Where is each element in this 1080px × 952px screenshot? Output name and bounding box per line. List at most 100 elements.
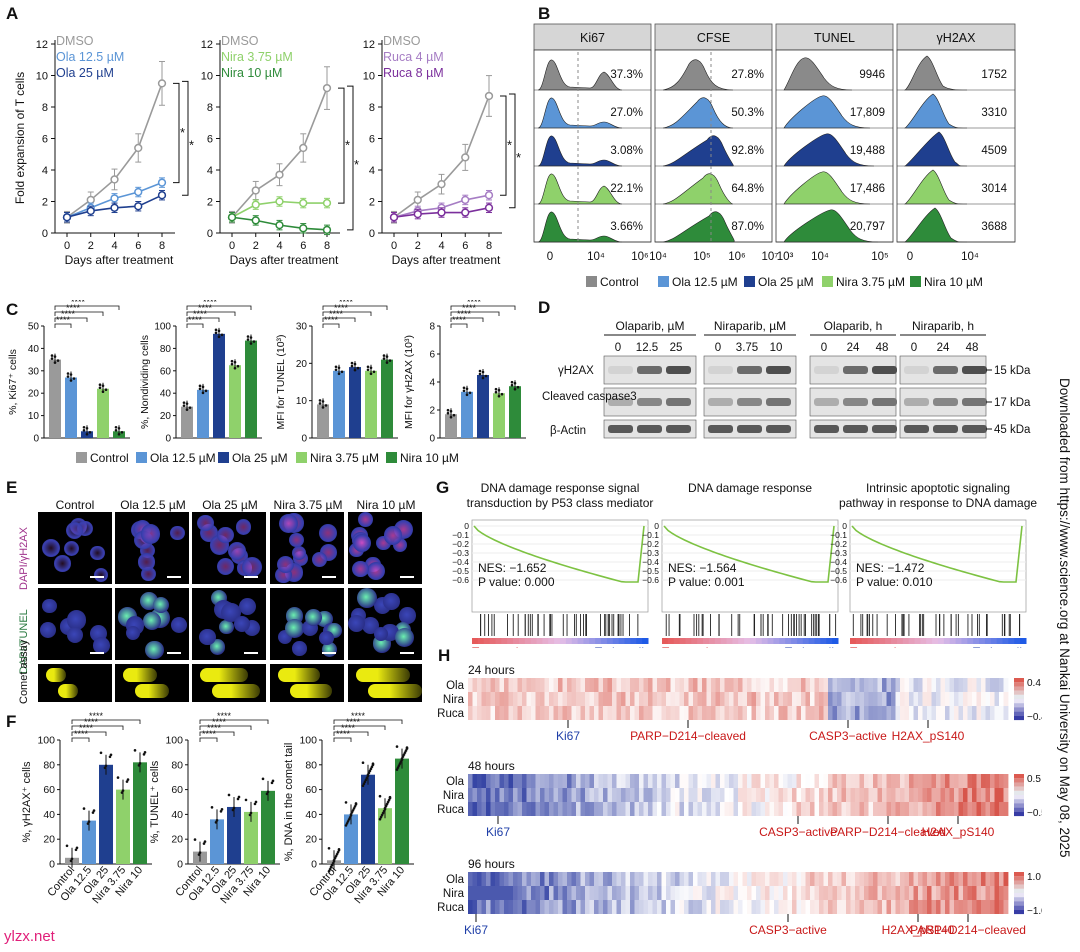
blot-band — [737, 425, 762, 433]
heatmap-row-label: Ruca — [437, 708, 464, 720]
nucleus — [170, 525, 185, 541]
sig-bracket — [186, 311, 236, 316]
heatmap-row-label: Ola — [446, 874, 465, 886]
gene-label: H2AX_pS140 — [922, 825, 995, 839]
heatmap-cell — [526, 678, 532, 692]
data-point — [204, 389, 208, 393]
heatmap-cell — [936, 788, 941, 802]
y-tick-label: −0.5 — [642, 566, 659, 576]
heatmap-cell — [531, 788, 536, 802]
heatmap-cell — [832, 788, 838, 802]
sig-bracket — [333, 725, 386, 730]
x-tick-label: 10⁶ — [631, 251, 649, 263]
heatmap-cell — [949, 692, 955, 706]
rank-bar — [483, 638, 491, 644]
heatmap-cell — [792, 872, 797, 886]
heatmap-cell — [1003, 774, 1009, 788]
blot-band — [904, 366, 929, 374]
heatmap-cell — [859, 900, 865, 914]
data-point — [318, 399, 322, 402]
data-point — [299, 224, 308, 233]
y-tick-label: −0.1 — [830, 530, 847, 540]
heatmap-cell — [738, 706, 743, 720]
rank-bar — [726, 638, 733, 644]
data-point — [75, 846, 79, 850]
heatmap-cell — [837, 678, 842, 692]
nucleus — [90, 545, 105, 561]
x-tick-label: 0 — [229, 240, 235, 252]
data-point — [382, 357, 386, 360]
rank-bar — [685, 638, 692, 644]
heatmap-cell — [855, 788, 860, 802]
heatmap-cell — [486, 900, 491, 914]
heatmap-cell — [864, 706, 869, 720]
gsea-title: Intrinsic apoptotic signaling pathway in … — [839, 481, 1037, 510]
heatmap-cell — [819, 706, 824, 720]
heatmap-cell — [711, 886, 716, 900]
x-tick-label: 10⁴ — [649, 251, 667, 263]
scale-bar-cell — [1014, 799, 1024, 804]
heatmap-cell — [589, 692, 595, 706]
x-tick-label: 0 — [64, 240, 70, 252]
heatmap-cell — [900, 774, 905, 788]
heatmap-cell — [621, 900, 626, 914]
sig-stars: **** — [61, 309, 76, 319]
heatmap-cell — [967, 678, 973, 692]
y-axis-label: Fold expansion of T cells — [13, 72, 27, 204]
heatmap-cell — [774, 774, 779, 788]
rank-bar — [624, 638, 631, 644]
heatmap-cell — [904, 706, 910, 720]
heatmap-cell — [873, 678, 878, 692]
heatmap-cell — [931, 788, 937, 802]
data-point — [437, 180, 446, 189]
data-point — [478, 369, 482, 373]
heatmap-cell — [504, 774, 509, 788]
data-point — [349, 813, 353, 816]
heatmap-cell — [580, 872, 586, 886]
heatmap-cell — [702, 692, 707, 706]
heatmap-cell — [481, 886, 487, 900]
rank-bar — [996, 638, 1004, 644]
heatmap-cell — [670, 872, 676, 886]
data-point — [74, 848, 78, 852]
heatmap-cell — [909, 692, 914, 706]
heatmap-cell — [540, 802, 545, 816]
heatmap-cell — [621, 872, 626, 886]
data-point — [481, 370, 485, 374]
heatmap-cell — [733, 872, 739, 886]
heatmap-cell — [859, 886, 865, 900]
y-tick-label: 40 — [171, 809, 183, 821]
data-point — [340, 370, 344, 374]
heatmap-cell — [981, 678, 986, 692]
heatmap-cell — [706, 692, 712, 706]
heatmap-cell — [985, 802, 991, 816]
data-point — [261, 777, 265, 781]
heatmap-cell — [886, 692, 892, 706]
download-note-text: Downloaded from https://www.science.org … — [1057, 378, 1072, 857]
sig-stars: **** — [212, 717, 227, 727]
x-tick-label: 10⁴ — [961, 251, 979, 263]
heatmap-cell — [558, 802, 563, 816]
y-tick-label: −0.5 — [452, 566, 469, 576]
heatmap-cell — [895, 692, 901, 706]
heatmap-cell — [715, 692, 721, 706]
heatmap-cell — [945, 678, 950, 692]
heatmap-cell — [882, 678, 887, 692]
heatmap-cell — [855, 872, 860, 886]
heatmap-cell — [625, 886, 631, 900]
lane-label: 48 — [876, 342, 889, 354]
heatmap-cell — [985, 706, 991, 720]
heatmap-cell — [891, 872, 896, 886]
heatmap-cell — [630, 706, 635, 720]
heatmap-cell — [783, 802, 788, 816]
heatmap-cell — [724, 872, 730, 886]
h2ax-image — [38, 512, 112, 584]
heatmap-cell — [760, 788, 766, 802]
heatmap-cell — [886, 788, 892, 802]
heatmap-cell — [621, 774, 626, 788]
heatmap-cell — [490, 802, 496, 816]
heatmap-cell — [783, 774, 788, 788]
heatmap-cell — [855, 900, 860, 914]
watermark: ylzx.net — [4, 928, 55, 945]
heatmap-cell — [747, 774, 752, 788]
